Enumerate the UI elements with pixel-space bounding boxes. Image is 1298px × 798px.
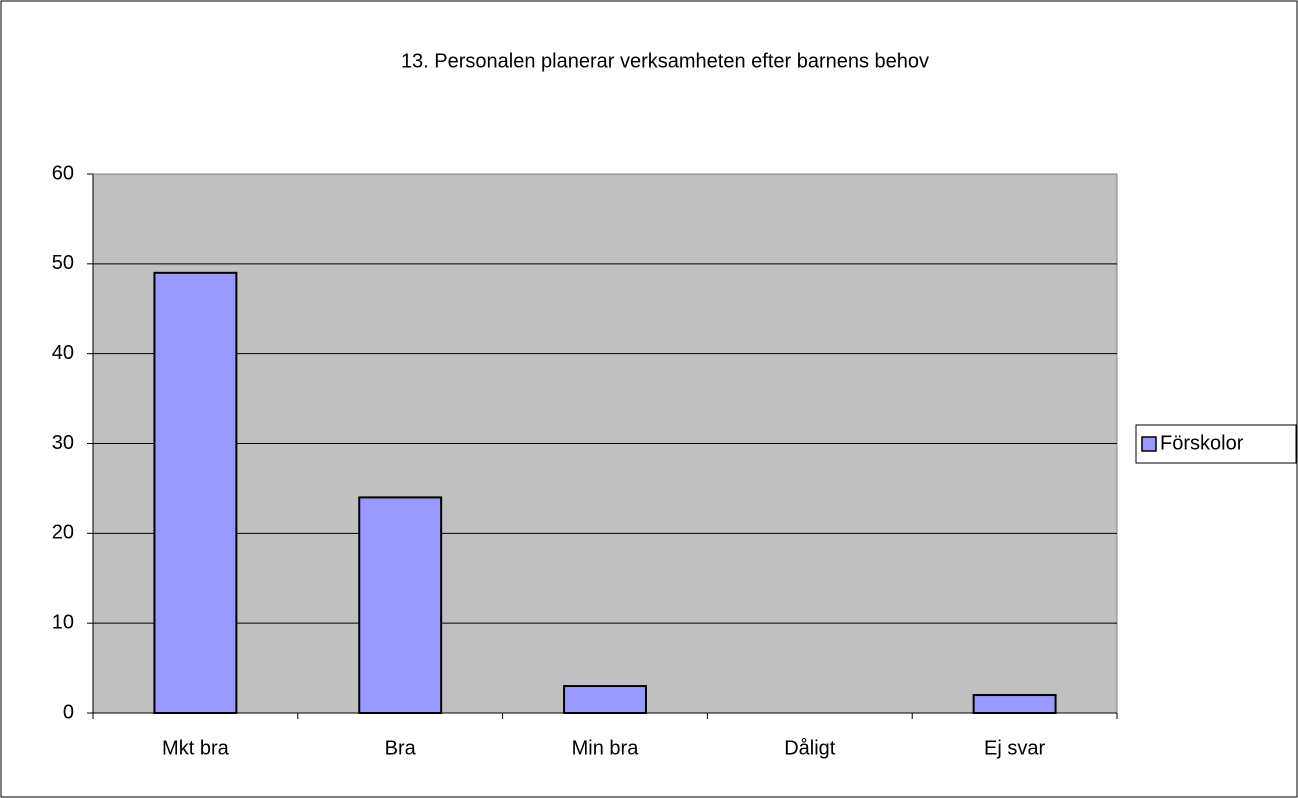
y-tick-label: 20 bbox=[52, 522, 74, 544]
x-tick-label: Mkt bra bbox=[162, 737, 230, 759]
y-tick-label: 30 bbox=[52, 432, 74, 454]
x-tick-label: Ej svar bbox=[984, 737, 1045, 759]
y-tick-label: 50 bbox=[52, 252, 74, 274]
bar bbox=[153, 271, 238, 714]
x-tick-label: Bra bbox=[385, 737, 417, 759]
chart-title: 13. Personalen planerar verksamheten eft… bbox=[401, 50, 929, 72]
y-tick-label: 10 bbox=[52, 611, 74, 633]
legend-swatch bbox=[1141, 436, 1157, 452]
legend-box bbox=[1135, 424, 1297, 464]
y-tick-label: 40 bbox=[52, 342, 74, 364]
bar bbox=[563, 685, 647, 714]
legend-label: Förskolor bbox=[1160, 432, 1244, 454]
y-tick-label: 0 bbox=[63, 701, 74, 723]
x-tick-label: Dåligt bbox=[784, 737, 836, 759]
y-tick-label: 60 bbox=[52, 162, 74, 184]
x-tick-label: Min bra bbox=[572, 737, 640, 759]
bar bbox=[972, 694, 1057, 714]
bar bbox=[358, 496, 443, 714]
